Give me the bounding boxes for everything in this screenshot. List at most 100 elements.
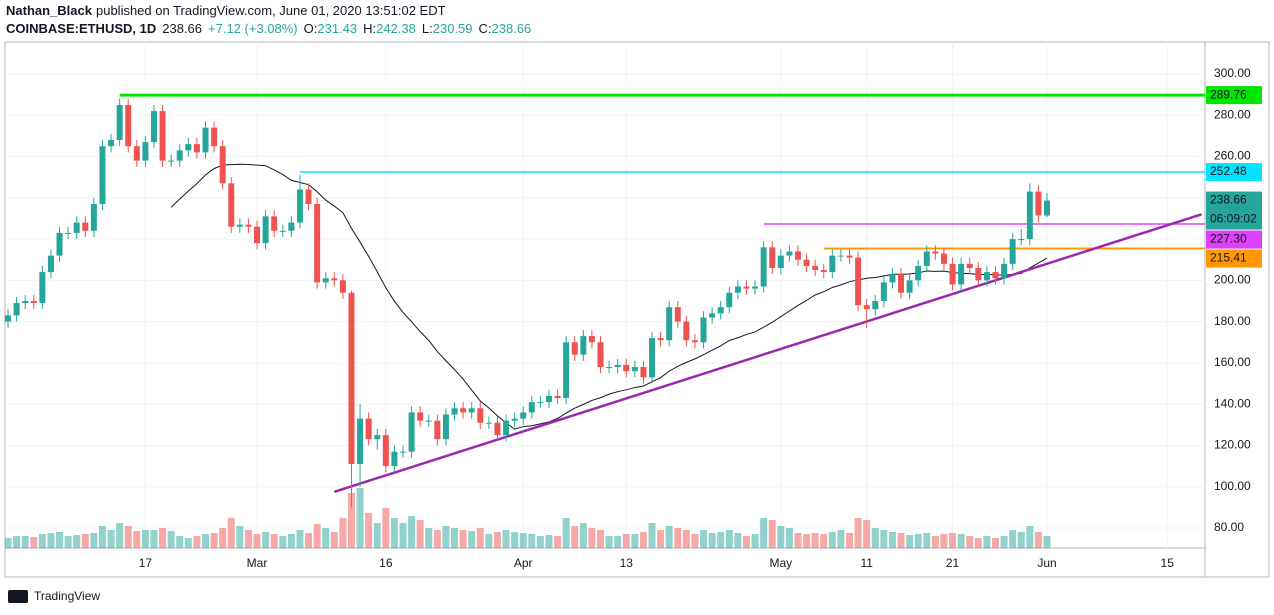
candle-body bbox=[434, 420, 441, 440]
y-tick-label: 280.00 bbox=[1214, 107, 1251, 121]
candle-body bbox=[520, 412, 527, 419]
user: Nathan_Black bbox=[6, 3, 93, 18]
candle-body bbox=[949, 263, 956, 285]
volume-bar bbox=[236, 526, 244, 548]
candle-body bbox=[365, 418, 372, 440]
candle-body bbox=[503, 420, 510, 436]
plot-area bbox=[5, 42, 1205, 548]
candle-body bbox=[623, 364, 630, 372]
candle-body bbox=[794, 251, 801, 260]
candle-body bbox=[73, 222, 80, 233]
candle-body bbox=[640, 367, 647, 378]
candle-body bbox=[880, 282, 887, 301]
candle-body bbox=[872, 300, 879, 310]
volume-bar bbox=[923, 533, 931, 548]
candle-body bbox=[700, 317, 707, 343]
candle-body bbox=[528, 402, 535, 413]
volume-bar bbox=[73, 535, 81, 548]
volume-bar bbox=[116, 523, 124, 548]
candle-body bbox=[425, 420, 432, 422]
y-tick-label: 140.00 bbox=[1214, 396, 1251, 410]
candle-body bbox=[717, 307, 724, 314]
candle-body bbox=[966, 263, 973, 268]
candle-body bbox=[39, 272, 46, 304]
candle-body bbox=[760, 247, 767, 287]
volume-bar bbox=[322, 528, 330, 548]
candle-body bbox=[5, 315, 12, 322]
ohlc-label: H: bbox=[363, 21, 376, 36]
volume-bar bbox=[1043, 536, 1051, 548]
volume-bar bbox=[81, 534, 89, 548]
candle-body bbox=[288, 222, 295, 231]
volume-bar bbox=[1000, 536, 1008, 548]
volume-bar bbox=[794, 533, 802, 548]
volume-bar bbox=[571, 526, 579, 548]
candle-body bbox=[65, 232, 72, 234]
candle-body bbox=[1035, 191, 1042, 216]
candle-body bbox=[511, 418, 518, 421]
candle-body bbox=[185, 144, 192, 151]
x-tick-label: 13 bbox=[620, 556, 634, 570]
volume-bar bbox=[871, 528, 879, 548]
volume-bar bbox=[665, 526, 673, 548]
volume-bar bbox=[596, 530, 604, 548]
volume-bar bbox=[949, 533, 957, 548]
candle-body bbox=[571, 342, 578, 355]
price-label-box bbox=[1206, 249, 1262, 268]
volume-bar bbox=[863, 520, 871, 548]
candle-body bbox=[709, 313, 716, 318]
price-label: 215.41 bbox=[1210, 251, 1247, 265]
volume-bar bbox=[5, 538, 12, 548]
volume-bar bbox=[725, 530, 733, 548]
candle-body bbox=[99, 146, 106, 204]
volume-bar bbox=[305, 533, 313, 548]
brand: TradingView bbox=[34, 589, 100, 603]
candle-body bbox=[228, 183, 235, 227]
volume-bar bbox=[244, 530, 252, 548]
candle-body bbox=[314, 203, 321, 283]
volume-bar bbox=[682, 530, 690, 548]
candle-body bbox=[408, 412, 415, 452]
candle-body bbox=[30, 300, 37, 304]
candle-body bbox=[399, 451, 406, 453]
candle-body bbox=[13, 303, 20, 316]
price-label: 252.48 bbox=[1210, 164, 1247, 178]
candle-body bbox=[236, 224, 243, 227]
candle-body bbox=[563, 342, 570, 398]
volume-bar bbox=[270, 534, 278, 548]
candle-body bbox=[357, 418, 364, 465]
volume-bar bbox=[1009, 530, 1017, 548]
candle-body bbox=[150, 111, 157, 143]
volume-bar bbox=[803, 534, 811, 548]
volume-bar bbox=[648, 523, 656, 548]
volume-bar bbox=[159, 528, 167, 548]
countdown: 06:09:02 bbox=[1210, 212, 1257, 226]
volume-bar bbox=[227, 518, 235, 548]
volume-bar bbox=[931, 536, 939, 548]
trendline bbox=[333, 213, 1202, 494]
candle-body bbox=[331, 278, 338, 281]
candle-body bbox=[193, 144, 200, 153]
candle-body bbox=[460, 408, 467, 413]
volume-bar bbox=[1034, 532, 1042, 548]
price-label: 238.66 bbox=[1210, 193, 1247, 207]
candle-body bbox=[176, 150, 183, 161]
candle-body bbox=[992, 272, 999, 279]
volume-bar bbox=[150, 530, 158, 548]
candle-body bbox=[391, 451, 398, 467]
candle-body bbox=[769, 247, 776, 268]
volume-bar bbox=[579, 523, 587, 548]
header-line-1: Nathan_Black published on TradingView.com… bbox=[6, 3, 446, 18]
ohlc-label: L: bbox=[422, 21, 433, 36]
volume-bar bbox=[554, 536, 562, 548]
volume-bar bbox=[219, 528, 227, 548]
volume-bar bbox=[21, 536, 29, 548]
candle-body bbox=[649, 338, 656, 378]
candle-body bbox=[485, 422, 492, 424]
volume-bar bbox=[528, 534, 536, 548]
volume-bar bbox=[760, 518, 768, 548]
candle-body bbox=[442, 414, 449, 440]
volume-bar bbox=[365, 513, 373, 548]
